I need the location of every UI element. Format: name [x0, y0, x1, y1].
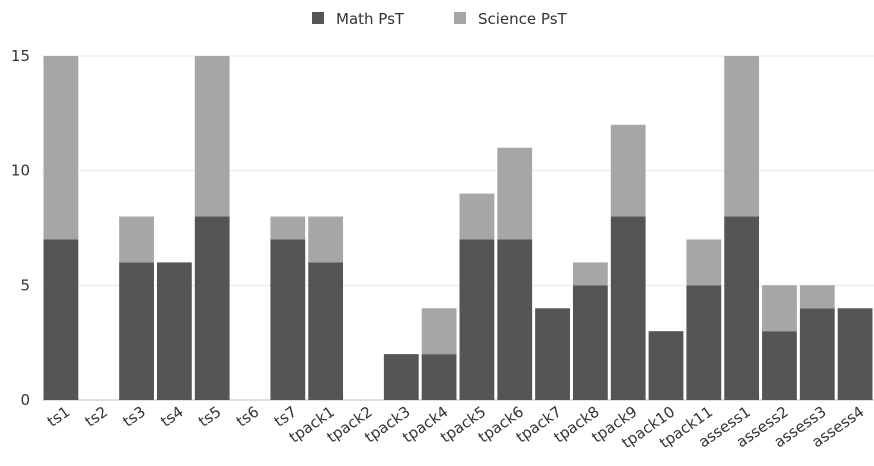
bar-science-tpack9 [610, 124, 646, 217]
legend-swatch-science [454, 12, 466, 24]
y-tick-label: 0 [20, 391, 30, 409]
bar-math-ts4 [156, 262, 192, 400]
bar-math-assess3 [799, 308, 835, 400]
legend-label-math: Math PsT [336, 10, 405, 28]
bar-science-assess3 [799, 285, 835, 309]
bar-science-ts1 [43, 56, 79, 240]
bar-math-tpack11 [686, 285, 722, 400]
x-tick-label: ts5 [195, 403, 224, 431]
bar-science-tpack11 [686, 239, 722, 286]
legend-swatch-math [312, 12, 324, 24]
bar-math-tpack6 [497, 239, 533, 400]
bar-science-tpack8 [572, 262, 608, 286]
bar-science-ts5 [194, 56, 230, 217]
bar-science-tpack5 [459, 193, 495, 240]
legend: Math PsT Science PsT [312, 10, 568, 28]
bar-math-tpack7 [535, 308, 570, 400]
bar-math-assess2 [762, 331, 797, 400]
bars [43, 56, 873, 400]
bar-science-ts7 [270, 216, 306, 240]
bar-math-tpack1 [308, 262, 344, 400]
bar-math-ts3 [119, 262, 154, 400]
bar-science-tpack6 [497, 147, 533, 240]
x-tick-label: ts4 [157, 403, 186, 431]
bar-math-ts1 [43, 239, 79, 400]
bar-science-assess1 [724, 56, 760, 217]
y-tick-label: 15 [11, 47, 30, 65]
bar-math-ts7 [270, 239, 306, 400]
legend-label-science: Science PsT [478, 10, 568, 28]
x-axis-ticks: ts1 ts2 ts3 ts4 ts5 ts6 ts7tpack1tpack2tpack3t… [44, 403, 868, 453]
bar-math-tpack3 [383, 354, 419, 400]
x-tick-label: ts6 [233, 403, 262, 431]
y-axis-ticks: 0 5 10 15 [11, 47, 30, 409]
x-tick-label: ts3 [119, 403, 148, 431]
bar-math-ts5 [194, 216, 230, 400]
bar-math-tpack10 [648, 331, 684, 400]
x-tick-label: ts1 [44, 403, 73, 431]
y-tick-label: 5 [20, 276, 30, 294]
bar-science-ts3 [119, 216, 154, 263]
y-tick-label: 10 [11, 162, 30, 180]
bar-math-assess1 [724, 216, 760, 400]
bar-math-tpack4 [421, 354, 457, 400]
bar-science-assess2 [762, 285, 797, 332]
bar-math-tpack5 [459, 239, 495, 400]
bar-math-tpack9 [610, 216, 646, 400]
x-tick-label: ts2 [82, 403, 111, 431]
bar-science-tpack1 [308, 216, 344, 263]
bar-math-tpack8 [572, 285, 608, 400]
bar-math-assess4 [837, 308, 873, 400]
bar-science-tpack4 [421, 308, 457, 355]
